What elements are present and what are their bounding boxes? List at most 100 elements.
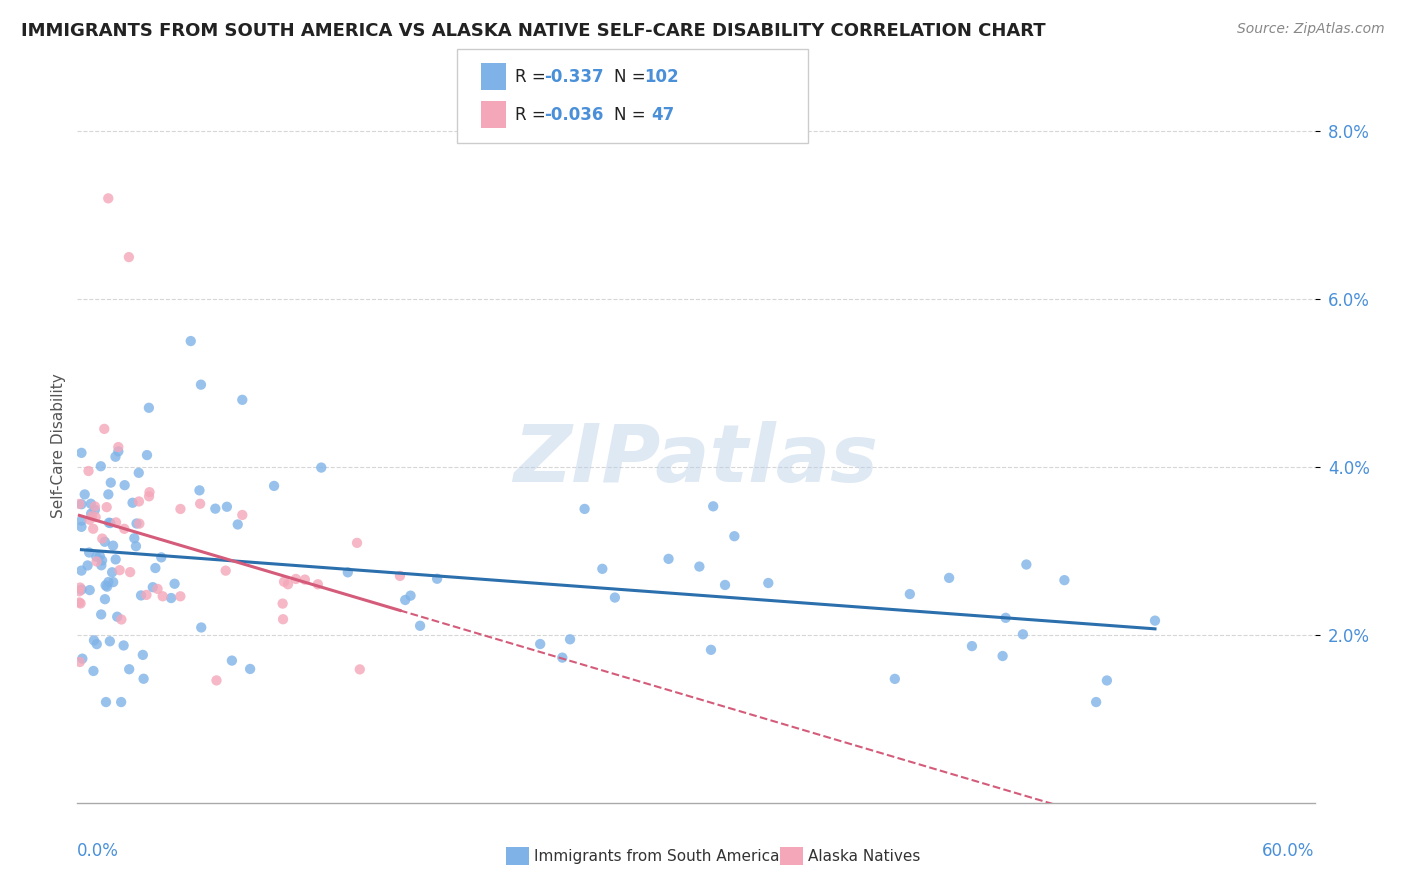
Point	[190, 620, 212, 634]
Point	[69, 581, 91, 595]
Point	[307, 577, 329, 591]
Point	[128, 494, 150, 508]
Point	[591, 562, 613, 576]
Point	[132, 672, 155, 686]
Point	[898, 587, 921, 601]
Point	[409, 619, 432, 633]
Point	[142, 580, 165, 594]
Point	[70, 497, 93, 511]
Point	[529, 637, 551, 651]
Point	[169, 590, 191, 604]
Point	[82, 522, 104, 536]
Text: 47: 47	[651, 105, 675, 123]
Point	[110, 612, 132, 626]
Point	[603, 591, 626, 605]
Point	[1053, 573, 1076, 587]
Point	[271, 612, 294, 626]
Point	[994, 611, 1017, 625]
Point	[73, 487, 96, 501]
Point	[394, 593, 416, 607]
Text: R =: R =	[515, 69, 551, 87]
Point	[77, 464, 100, 478]
Point	[110, 695, 132, 709]
Point	[67, 595, 90, 609]
Point	[399, 589, 422, 603]
Point	[97, 191, 120, 205]
Point	[94, 695, 117, 709]
Point	[80, 497, 103, 511]
Point	[1095, 673, 1118, 688]
Point	[83, 503, 105, 517]
Point	[138, 489, 160, 503]
Point	[98, 634, 121, 648]
Point	[70, 582, 93, 597]
Point	[101, 575, 124, 590]
Point	[658, 552, 681, 566]
Text: -0.036: -0.036	[544, 105, 603, 123]
Point	[714, 578, 737, 592]
Point	[80, 507, 103, 521]
Point	[84, 500, 107, 514]
Point	[96, 580, 118, 594]
Point	[938, 571, 960, 585]
Point	[124, 531, 146, 545]
Text: ZIPatlas: ZIPatlas	[513, 421, 879, 500]
Point	[82, 664, 104, 678]
Point	[188, 483, 211, 498]
Point	[69, 597, 91, 611]
Text: N =: N =	[614, 69, 651, 87]
Point	[226, 517, 249, 532]
Text: Source: ZipAtlas.com: Source: ZipAtlas.com	[1237, 22, 1385, 37]
Point	[215, 500, 238, 514]
Point	[70, 520, 93, 534]
Point	[136, 448, 159, 462]
Point	[180, 334, 202, 348]
Point	[107, 440, 129, 454]
Point	[273, 574, 295, 589]
Point	[190, 377, 212, 392]
Point	[723, 529, 745, 543]
Point	[1015, 558, 1038, 572]
Point	[70, 446, 93, 460]
Text: R =: R =	[515, 105, 551, 123]
Point	[152, 589, 174, 603]
Text: 0.0%: 0.0%	[77, 842, 120, 860]
Point	[169, 502, 191, 516]
Point	[91, 532, 114, 546]
Point	[309, 460, 332, 475]
Point	[90, 459, 112, 474]
Point	[756, 576, 779, 591]
Y-axis label: Self-Care Disability: Self-Care Disability	[51, 374, 66, 518]
Point	[94, 592, 117, 607]
Point	[231, 508, 253, 522]
Point	[221, 654, 243, 668]
Point	[96, 500, 118, 515]
Point	[83, 633, 105, 648]
Point	[118, 662, 141, 676]
Point	[80, 509, 103, 524]
Point	[188, 497, 211, 511]
Point	[239, 662, 262, 676]
Point	[574, 502, 596, 516]
Point	[90, 558, 112, 573]
Point	[104, 450, 127, 464]
Point	[883, 672, 905, 686]
Point	[700, 642, 723, 657]
Point	[138, 401, 160, 415]
Point	[114, 478, 136, 492]
Point	[163, 576, 186, 591]
Point	[160, 591, 183, 605]
Text: Alaska Natives: Alaska Natives	[808, 849, 921, 863]
Point	[79, 583, 101, 598]
Point	[94, 534, 117, 549]
Point	[150, 550, 173, 565]
Point	[263, 479, 285, 493]
Point	[145, 561, 167, 575]
Text: 60.0%: 60.0%	[1263, 842, 1315, 860]
Point	[86, 554, 108, 568]
Point	[349, 662, 371, 676]
Point	[231, 392, 253, 407]
Point	[112, 639, 135, 653]
Point	[132, 648, 155, 662]
Point	[72, 651, 94, 665]
